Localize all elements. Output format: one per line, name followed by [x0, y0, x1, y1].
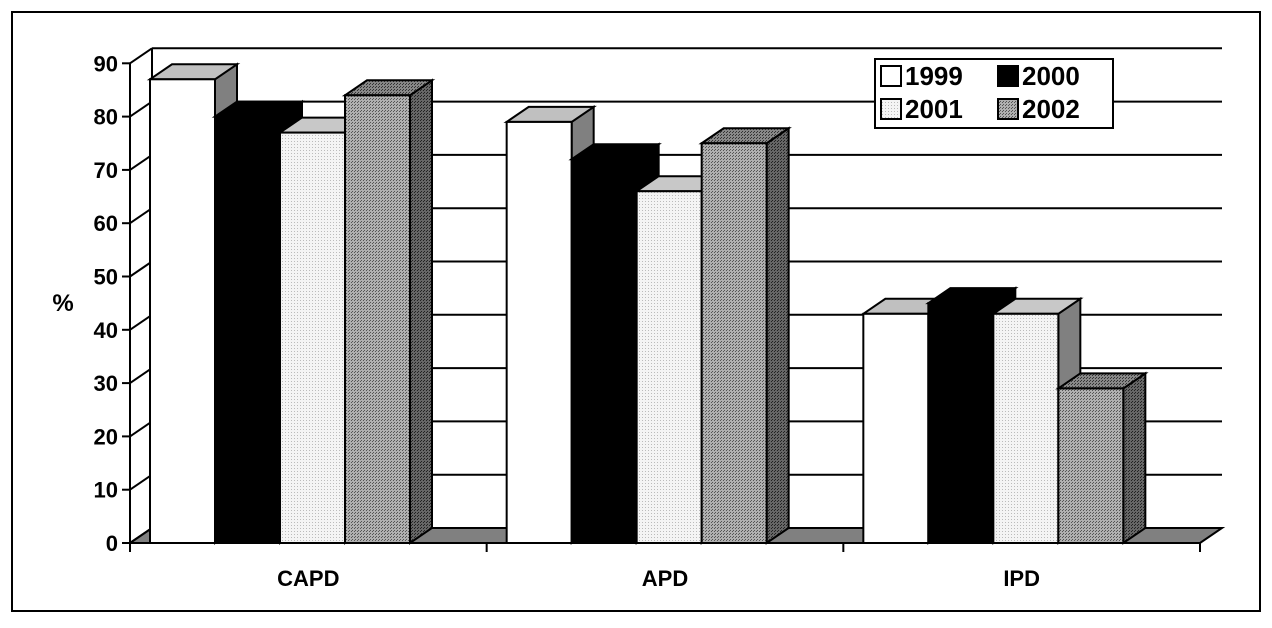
bars	[146, 62, 1149, 545]
gridline-side	[129, 100, 153, 118]
y-tick-label: 40	[94, 318, 118, 343]
bar-front	[992, 312, 1060, 544]
legend-swatch-1999	[880, 65, 902, 87]
legend: 1999 2000 2001 2002	[874, 58, 1114, 129]
legend-box	[874, 58, 1114, 129]
bar-side	[765, 126, 790, 545]
gridline-side	[129, 367, 153, 384]
legend-swatch-2000	[997, 65, 1019, 87]
y-tick-label: 30	[94, 371, 118, 396]
x-tick-label: IPD	[1003, 566, 1040, 591]
y-axis-label: %	[52, 290, 73, 317]
y-tick-label: 80	[94, 105, 118, 130]
gridline-side	[129, 313, 153, 331]
legend-label-2002: 2002	[1022, 94, 1080, 124]
gridline-side	[129, 47, 153, 65]
bar-ipd-2002	[1055, 371, 1149, 545]
gridline-side	[129, 260, 153, 278]
x-tick-label: CAPD	[277, 566, 339, 591]
bar-front	[149, 78, 216, 544]
legend-label-1999: 1999	[905, 61, 963, 91]
bar-capd-2002	[341, 78, 436, 545]
bar-front	[635, 190, 703, 544]
y-tick-label: 70	[94, 158, 118, 183]
y-tick-label: 10	[94, 478, 118, 503]
y-tick-label: 60	[94, 211, 118, 236]
x-tick-label: APD	[642, 566, 688, 591]
y-tick-label: 20	[94, 424, 118, 449]
bar-front	[214, 115, 281, 544]
x-tick-labels: CAPD APD IPD	[277, 566, 1040, 591]
gridline-side	[129, 154, 153, 171]
gridline-side	[129, 207, 153, 225]
legend-label-2000: 2000	[1022, 61, 1080, 91]
bar-front	[927, 302, 995, 544]
bar-front	[1057, 387, 1125, 544]
bar-front	[700, 142, 768, 544]
bar-front	[570, 158, 638, 545]
bar-front	[505, 120, 573, 545]
gridline-side	[129, 473, 153, 491]
y-tick-label: 90	[94, 51, 118, 76]
legend-label-2001: 2001	[905, 94, 963, 124]
bar-front	[344, 94, 411, 544]
gridline-side	[129, 420, 153, 438]
bar-front	[862, 312, 930, 544]
bar-side	[409, 78, 433, 545]
y-tick-label: 0	[106, 531, 118, 556]
bar-side	[1122, 371, 1147, 545]
y-tick-labels: 0 10 20 30 40 50 60 70 80 90	[94, 51, 118, 556]
legend-swatch-2001	[880, 98, 902, 120]
bar-apd-2002	[698, 126, 792, 545]
legend-swatch-2002	[997, 98, 1019, 120]
bar-front	[279, 131, 346, 544]
y-tick-label: 50	[94, 265, 118, 290]
